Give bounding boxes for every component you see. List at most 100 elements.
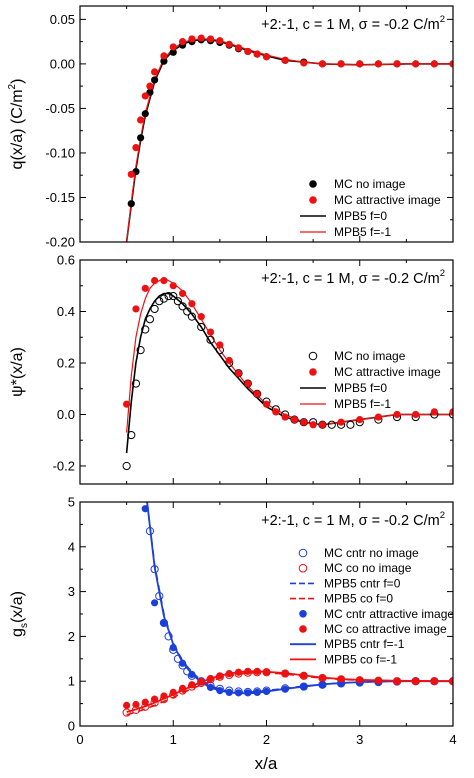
data-point-mc-no-image — [169, 48, 177, 56]
panel-annotation: +2:-1, c = 1 M, σ = -0.2 C/m2 — [261, 14, 445, 33]
data-point-mc-co-attractive-image — [197, 678, 205, 686]
data-point-mc-co-attractive-image — [430, 677, 438, 685]
y-tick-label: 2 — [68, 629, 75, 644]
legend-marker-mc-co-attractive-image — [299, 625, 307, 633]
data-point-mc-attractive-image — [188, 35, 196, 43]
legend-label-mpb5-f-0: MPB5 f=0 — [334, 209, 387, 223]
chart-panel-bottom: 0 1 2 3 4 0 1 2 3 4 5 gs(x/a) +2:-1, c = 1 M, σ = -0… — [9, 495, 457, 748]
y-axis-label-tail: ) — [9, 79, 26, 84]
data-point-mc-no-image — [141, 110, 149, 118]
data-point-mc-cntr-no-image — [150, 565, 159, 574]
data-point-mc-no-image — [206, 335, 215, 344]
data-point-mc-cntr-no-image — [145, 527, 155, 536]
data-point-mc-no-image — [136, 346, 145, 355]
legend-label-mpb5-cntr-f-1: MPB5 cntr f=-1 — [324, 637, 405, 651]
data-point-mc-attractive-image — [393, 60, 401, 68]
legend-label-mc-no-image: MC no image — [334, 349, 406, 363]
data-point-mc-cntr-attractive-image — [188, 670, 196, 679]
data-point-mc-cntr-attractive-image — [216, 687, 224, 695]
data-point-mc-attractive-image — [169, 282, 177, 290]
y-tick-label: 0 — [68, 719, 75, 734]
data-point-mc-attractive-image — [216, 37, 224, 45]
data-point-mc-co-attractive-image — [234, 668, 243, 676]
data-point-mc-no-image — [141, 325, 150, 334]
legend-label-mc-no-image: MC no image — [334, 177, 406, 191]
y-axis-label-base: q(x/a) (C/m — [9, 89, 26, 169]
y-axis-label: q(x/a) (C/m2) — [7, 79, 26, 170]
data-point-mc-no-image — [150, 304, 159, 314]
data-point-mc-attractive-image — [356, 60, 364, 68]
data-point-mc-attractive-image — [127, 170, 135, 178]
data-point-mc-no-image — [318, 420, 327, 429]
data-point-mc-attractive-image — [253, 50, 261, 58]
legend-top: MC no image MC attractive image MPB5 f=0 MP… — [300, 177, 441, 239]
data-point-mc-cntr-no-image — [173, 654, 183, 663]
series-line-mpb5-f-1 — [126, 38, 453, 242]
data-point-mc-attractive-image — [356, 416, 364, 424]
plot-area-top — [125, 34, 453, 242]
data-point-mc-attractive-image — [234, 369, 243, 377]
legend-label-mpb5-f-1: MPB5 f=-1 — [334, 397, 391, 411]
data-point-mc-attractive-image — [160, 52, 168, 60]
x-tick-label: 4 — [449, 732, 456, 747]
data-point-mc-attractive-image — [449, 60, 453, 68]
data-point-mc-attractive-image — [281, 56, 289, 64]
data-point-mc-co-attractive-image — [132, 700, 140, 709]
data-point-mc-attractive-image — [206, 35, 215, 43]
legend-label-mc-co-no-image: MC co no image — [324, 561, 412, 575]
data-point-mc-attractive-image — [318, 60, 327, 68]
data-point-mc-no-image — [290, 415, 299, 424]
y-tick-label: 1 — [68, 674, 75, 689]
y-tick-label: -0.15 — [45, 190, 75, 205]
data-point-mc-attractive-image — [132, 144, 140, 152]
data-point-mc-attractive-image — [337, 418, 345, 426]
data-point-mc-attractive-image — [290, 416, 299, 424]
data-point-mc-cntr-attractive-image — [234, 689, 243, 697]
legend-label-mc-attractive-image: MC attractive image — [334, 193, 441, 207]
data-point-mc-attractive-image — [197, 313, 205, 321]
data-point-mc-no-image — [160, 57, 168, 65]
y-axis-label-sup: 2 — [7, 83, 18, 89]
data-point-mc-attractive-image — [253, 390, 261, 398]
y-tick-label: 0.0 — [57, 407, 75, 422]
data-point-mc-cntr-attractive-image — [178, 659, 187, 667]
data-point-mc-cntr-attractive-image — [206, 683, 215, 692]
y-tick-label: 0.2 — [57, 355, 75, 370]
data-point-mc-attractive-image — [137, 116, 145, 124]
chart-panel-top: -0.20-0.15-0.10-0.050.000.05q(x/a) (C/m2… — [7, 5, 454, 250]
legend-label-mpb5-co-f-0: MPB5 co f=0 — [324, 592, 393, 606]
data-point-mc-co-attractive-image — [393, 677, 401, 685]
data-point-mc-cntr-attractive-image — [225, 688, 233, 697]
legend-label-mc-cntr-attractive-image: MC cntr attractive image — [324, 607, 454, 621]
y-axis-label: ψ*(x/a) — [9, 347, 26, 397]
data-point-mc-no-image — [159, 294, 169, 303]
data-point-mc-attractive-image — [178, 38, 187, 46]
data-point-mc-co-attractive-image — [449, 677, 453, 685]
data-point-mc-attractive-image — [281, 413, 289, 421]
legend-middle: MC no image MC attractive image MPB5 f=0 MP… — [300, 349, 441, 411]
data-point-mc-no-image — [299, 418, 308, 427]
series-line-mpb5-cntr-f-1 — [146, 502, 453, 695]
data-point-mc-co-attractive-image — [169, 688, 177, 697]
data-point-mc-attractive-image — [123, 400, 131, 408]
y-tick-label: 5 — [68, 495, 75, 510]
data-point-mc-no-image — [155, 297, 164, 306]
data-point-mc-no-image — [145, 315, 155, 324]
data-point-mc-co-attractive-image — [151, 695, 159, 703]
legend-label-mpb5-f-0: MPB5 f=0 — [334, 381, 387, 395]
data-point-mc-no-image — [127, 200, 135, 208]
data-point-mc-co-attractive-image — [356, 676, 364, 684]
data-point-mc-attractive-image — [393, 410, 401, 419]
panel-annotation-text: +2:-1, c = 1 M, σ = -0.2 C/m — [261, 17, 440, 33]
data-point-mc-no-image — [187, 312, 196, 321]
data-point-mc-attractive-image — [244, 47, 252, 56]
data-point-mc-cntr-attractive-image — [318, 681, 327, 689]
panel-annotation-sup: 2 — [440, 510, 445, 521]
data-point-mc-attractive-image — [300, 59, 308, 67]
plot-area-bottom — [122, 502, 453, 717]
data-point-mc-no-image — [197, 322, 206, 332]
plot-area-middle — [122, 276, 453, 471]
data-point-mc-no-image — [151, 76, 159, 84]
